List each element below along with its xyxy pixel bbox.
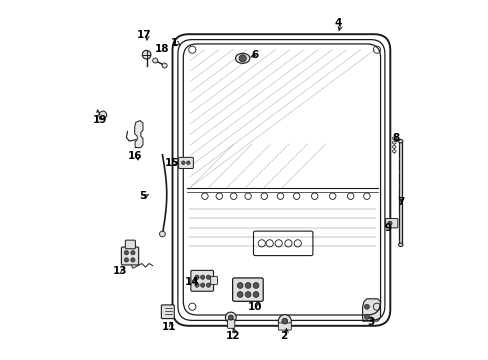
FancyBboxPatch shape (190, 270, 213, 291)
Ellipse shape (398, 139, 402, 143)
Circle shape (124, 251, 128, 255)
FancyBboxPatch shape (385, 219, 397, 228)
Circle shape (364, 314, 368, 319)
Circle shape (364, 304, 368, 309)
Circle shape (244, 283, 250, 288)
Circle shape (186, 161, 190, 165)
FancyBboxPatch shape (178, 157, 193, 168)
Circle shape (253, 283, 258, 288)
Circle shape (253, 292, 258, 297)
Text: 3: 3 (366, 317, 373, 327)
Circle shape (237, 292, 243, 297)
Text: 5: 5 (139, 191, 146, 201)
Ellipse shape (392, 150, 395, 153)
Polygon shape (99, 111, 107, 119)
FancyBboxPatch shape (227, 320, 234, 328)
FancyBboxPatch shape (161, 305, 174, 319)
Text: 12: 12 (225, 330, 240, 341)
Circle shape (387, 221, 391, 225)
FancyBboxPatch shape (121, 247, 139, 265)
Circle shape (162, 63, 167, 68)
Text: 11: 11 (162, 322, 176, 332)
Text: 6: 6 (251, 50, 258, 60)
FancyBboxPatch shape (278, 323, 291, 330)
Text: 19: 19 (92, 114, 107, 125)
Text: 7: 7 (397, 197, 404, 207)
Circle shape (206, 283, 210, 287)
Text: 15: 15 (164, 158, 179, 168)
Text: 2: 2 (279, 330, 286, 341)
Circle shape (130, 251, 135, 255)
Polygon shape (362, 299, 380, 321)
Text: 9: 9 (384, 222, 391, 233)
Text: 18: 18 (154, 44, 169, 54)
Circle shape (194, 283, 199, 287)
Circle shape (181, 161, 185, 165)
Ellipse shape (235, 53, 249, 63)
Text: 1: 1 (170, 38, 178, 48)
Circle shape (194, 275, 199, 279)
Circle shape (282, 318, 287, 324)
Circle shape (142, 50, 151, 59)
Circle shape (200, 283, 204, 287)
Polygon shape (134, 121, 142, 148)
Text: 13: 13 (113, 266, 127, 276)
Circle shape (206, 275, 210, 279)
Ellipse shape (392, 137, 395, 140)
FancyBboxPatch shape (232, 278, 263, 301)
Text: 10: 10 (247, 302, 262, 312)
Circle shape (152, 58, 158, 63)
Ellipse shape (398, 243, 402, 247)
Text: 17: 17 (137, 30, 151, 40)
Ellipse shape (392, 145, 395, 148)
Circle shape (278, 315, 291, 328)
FancyBboxPatch shape (125, 240, 135, 249)
Circle shape (239, 55, 246, 62)
Text: 8: 8 (392, 132, 399, 143)
Ellipse shape (392, 141, 395, 144)
Circle shape (130, 258, 135, 262)
Circle shape (124, 258, 128, 262)
Text: 4: 4 (334, 18, 341, 28)
Circle shape (200, 275, 204, 279)
Circle shape (225, 312, 236, 323)
Circle shape (244, 292, 250, 297)
Circle shape (228, 315, 233, 320)
Polygon shape (399, 141, 401, 245)
Circle shape (237, 283, 243, 288)
Text: 14: 14 (184, 276, 199, 287)
Circle shape (159, 231, 165, 237)
Text: 16: 16 (127, 150, 142, 161)
FancyBboxPatch shape (210, 276, 217, 284)
